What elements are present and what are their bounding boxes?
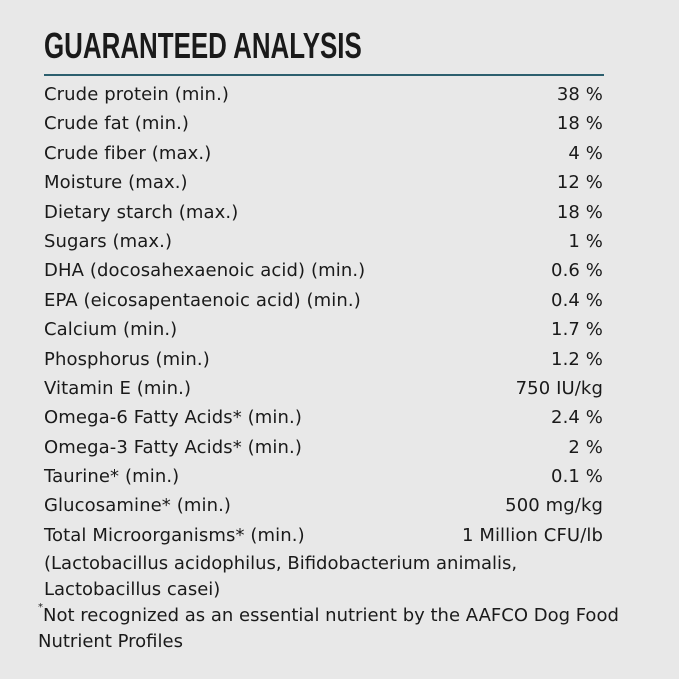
nutrient-label: EPA (eicosapentaenoic acid) (min.) — [44, 289, 361, 311]
nutrient-label: Crude fiber (max.) — [44, 142, 212, 164]
title-divider — [44, 74, 604, 76]
table-row: Omega-3 Fatty Acids* (min.) 2 % — [44, 433, 603, 462]
table-row: Calcium (min.) 1.7 % — [44, 315, 603, 344]
table-row: Taurine* (min.) 0.1 % — [44, 462, 603, 491]
nutrient-label: Crude protein (min.) — [44, 84, 230, 105]
table-row: EPA (eicosapentaenoic acid) (min.) 0.4 % — [44, 286, 603, 315]
analysis-table: Crude protein (min.) 38 % Crude fat (min.)… — [44, 80, 603, 550]
nutrient-value: 0.1 % — [551, 466, 603, 488]
nutrient-label: Moisture (max.) — [44, 172, 188, 194]
nutrient-label: DHA (docosahexaenoic acid) (min.) — [44, 260, 366, 282]
nutrient-value: 1.7 % — [551, 319, 603, 341]
footnote-marker: * — [38, 602, 43, 613]
nutrient-value: 2.4 % — [551, 407, 603, 429]
table-row: DHA (docosahexaenoic acid) (min.) 0.6 % — [44, 256, 603, 285]
nutrient-label: Glucosamine* (min.) — [44, 495, 232, 517]
footnote-text: Not recognized as an essential nutrient … — [38, 605, 619, 652]
table-row: Sugars (max.) 1 % — [44, 227, 603, 256]
nutrient-label: Dietary starch (max.) — [44, 201, 239, 223]
nutrient-value: 18 % — [556, 201, 603, 223]
nutrient-label: Calcium (min.) — [44, 319, 178, 341]
nutrient-value: 38 % — [556, 84, 603, 105]
nutrient-label: Crude fat (min.) — [44, 113, 190, 135]
nutrient-value: 1.2 % — [551, 348, 603, 370]
nutrient-value: 18 % — [556, 113, 603, 135]
table-row: Moisture (max.) 12 % — [44, 168, 603, 197]
nutrient-label: Total Microorganisms* (min.) — [44, 524, 305, 546]
page-title: GUARANTEED ANALYSIS — [44, 25, 362, 66]
table-row: Crude fiber (max.) 4 % — [44, 139, 603, 168]
microorganisms-note: (Lactobacillus acidophilus, Bifidobacter… — [44, 553, 518, 600]
nutrient-value: 2 % — [568, 436, 603, 458]
nutrient-value: 4 % — [568, 142, 603, 164]
table-row: Glucosamine* (min.) 500 mg/kg — [44, 491, 603, 520]
nutrient-value: 0.4 % — [551, 289, 603, 311]
nutrient-value: 1 % — [568, 230, 603, 252]
nutrient-value: 12 % — [556, 172, 603, 194]
nutrient-label: Omega-6 Fatty Acids* (min.) — [44, 407, 302, 429]
table-row: Omega-6 Fatty Acids* (min.) 2.4 % — [44, 403, 603, 432]
table-row: Total Microorganisms* (min.) 1 Million CF… — [44, 521, 603, 550]
table-row: Phosphorus (min.) 1.2 % — [44, 345, 603, 374]
table-row: Dietary starch (max.) 18 % — [44, 198, 603, 227]
nutrient-label: Sugars (max.) — [44, 230, 173, 252]
table-row: Crude protein (min.) 38 % — [44, 80, 603, 109]
nutrient-value: 750 IU/kg — [515, 377, 603, 399]
nutrient-label: Vitamin E (min.) — [44, 377, 192, 399]
nutrient-value: 0.6 % — [551, 260, 603, 282]
nutrient-label: Taurine* (min.) — [44, 466, 180, 488]
nutrient-label: Omega-3 Fatty Acids* (min.) — [44, 436, 302, 458]
nutrient-label: Phosphorus (min.) — [44, 348, 210, 370]
table-row: Vitamin E (min.) 750 IU/kg — [44, 374, 603, 403]
table-row: Crude fat (min.) 18 % — [44, 109, 603, 138]
footnote: *Not recognized as an essential nutrient… — [38, 603, 638, 655]
nutrient-value: 500 mg/kg — [505, 495, 603, 517]
nutrient-value: 1 Million CFU/lb — [461, 524, 603, 546]
